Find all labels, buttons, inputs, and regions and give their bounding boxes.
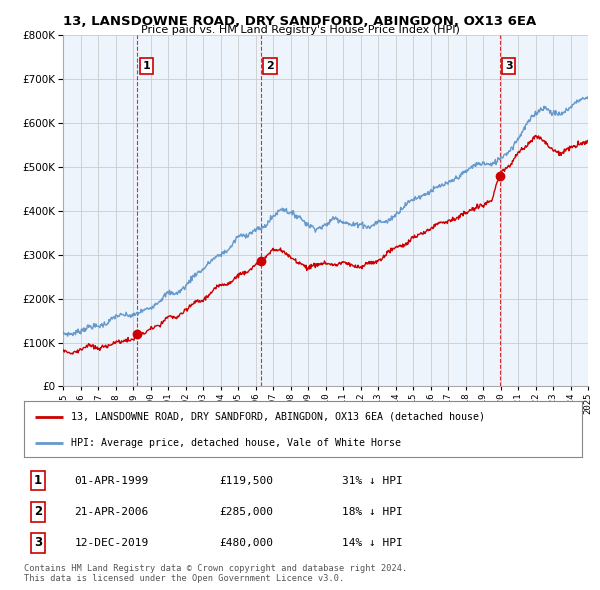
Text: 3: 3 <box>505 61 512 71</box>
Text: Price paid vs. HM Land Registry's House Price Index (HPI): Price paid vs. HM Land Registry's House … <box>140 25 460 35</box>
Text: HPI: Average price, detached house, Vale of White Horse: HPI: Average price, detached house, Vale… <box>71 438 401 448</box>
Text: £285,000: £285,000 <box>220 507 273 517</box>
Text: 3: 3 <box>34 536 42 549</box>
Text: 2: 2 <box>34 505 42 519</box>
Text: £119,500: £119,500 <box>220 476 273 486</box>
Text: 18% ↓ HPI: 18% ↓ HPI <box>342 507 403 517</box>
Text: 13, LANSDOWNE ROAD, DRY SANDFORD, ABINGDON, OX13 6EA: 13, LANSDOWNE ROAD, DRY SANDFORD, ABINGD… <box>64 15 536 28</box>
Text: 2: 2 <box>266 61 274 71</box>
Text: This data is licensed under the Open Government Licence v3.0.: This data is licensed under the Open Gov… <box>24 573 344 582</box>
Text: 1: 1 <box>143 61 151 71</box>
Text: 14% ↓ HPI: 14% ↓ HPI <box>342 538 403 548</box>
Text: 01-APR-1999: 01-APR-1999 <box>74 476 148 486</box>
Text: £480,000: £480,000 <box>220 538 273 548</box>
Text: 21-APR-2006: 21-APR-2006 <box>74 507 148 517</box>
Text: 1: 1 <box>34 474 42 487</box>
Text: 13, LANSDOWNE ROAD, DRY SANDFORD, ABINGDON, OX13 6EA (detached house): 13, LANSDOWNE ROAD, DRY SANDFORD, ABINGD… <box>71 412 485 422</box>
Text: 12-DEC-2019: 12-DEC-2019 <box>74 538 148 548</box>
Text: Contains HM Land Registry data © Crown copyright and database right 2024.: Contains HM Land Registry data © Crown c… <box>24 563 407 572</box>
Text: 31% ↓ HPI: 31% ↓ HPI <box>342 476 403 486</box>
